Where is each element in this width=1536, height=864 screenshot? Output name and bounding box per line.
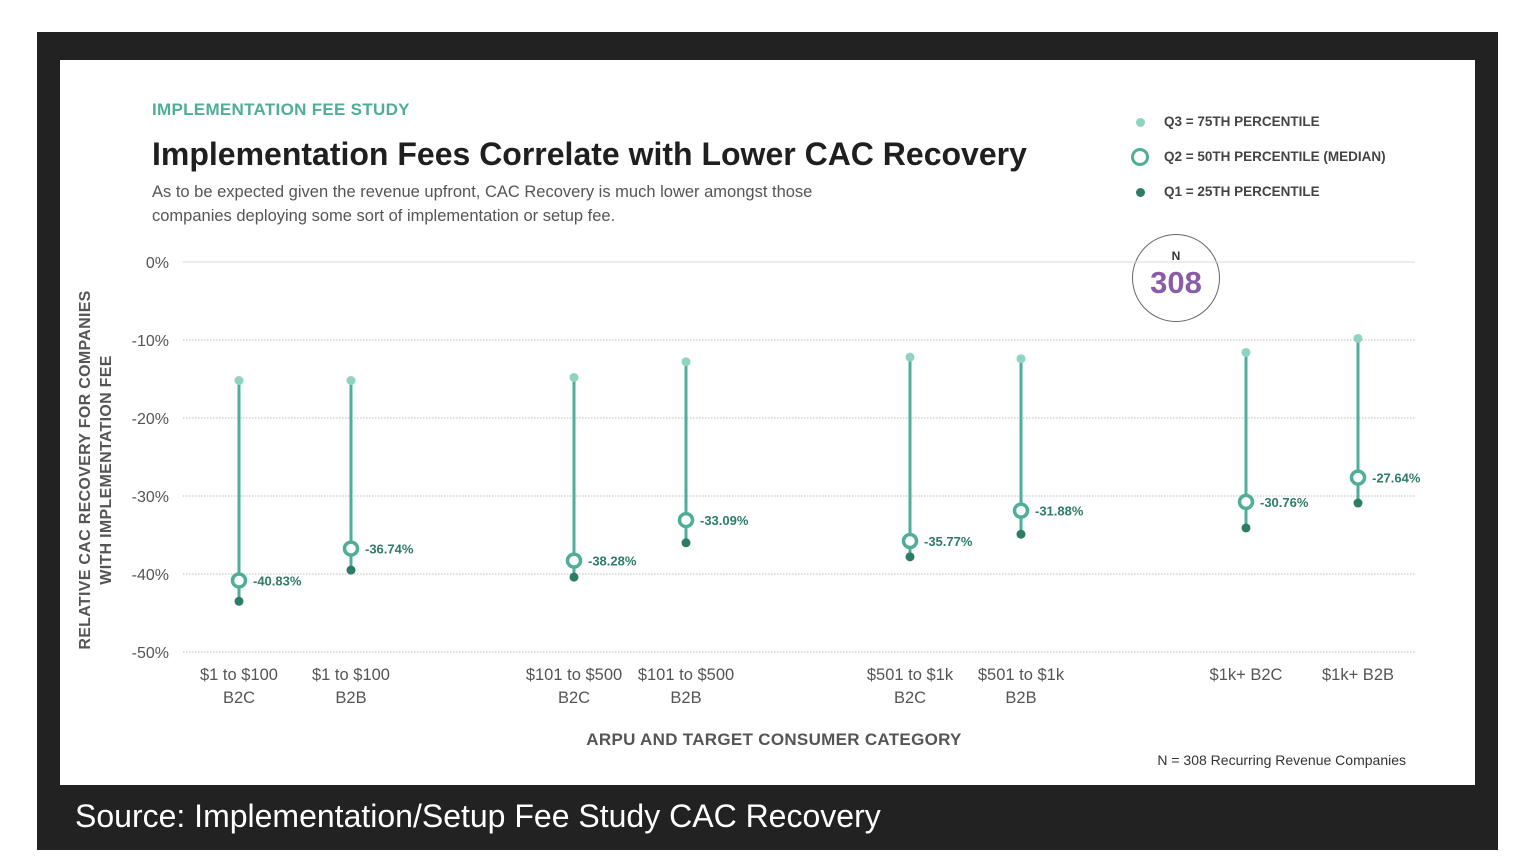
q3-point [905,352,915,362]
median-value-label: -40.83% [253,573,302,588]
x-category-label: $101 to $500 [638,666,734,684]
median-value-label: -36.74% [365,542,414,557]
q1-point [569,572,579,582]
q1-point [905,552,915,562]
legend-item-q1: Q1 = 25TH PERCENTILE [1128,174,1386,209]
q3-point [569,372,579,382]
y-tick-label: 0% [146,255,169,272]
q3-point [1353,333,1363,343]
x-category-sublabel: B2B [670,689,701,707]
q3-point [1016,354,1026,364]
sample-size-label: N [1171,249,1181,263]
legend: Q3 = 75TH PERCENTILE Q2 = 50TH PERCENTIL… [1128,104,1386,209]
sample-size-value: 308 [1150,265,1202,300]
x-category-label: $501 to $1k [978,666,1065,684]
median-point [230,572,248,589]
median-point [342,540,360,557]
median-point [677,511,695,529]
q1-point [234,596,244,606]
chart-title: Implementation Fees Correlate with Lower… [152,136,1027,172]
y-tick-label: -40% [132,567,169,584]
q3-point [346,376,356,386]
y-tick-label: -30% [132,489,169,506]
median-point [901,532,919,550]
legend-item-q3: Q3 = 75TH PERCENTILE [1128,104,1386,139]
legend-label-q1: Q1 = 25TH PERCENTILE [1164,184,1320,199]
y-tick-label: -50% [132,645,169,662]
legend-label-q2: Q2 = 50TH PERCENTILE (MEDIAN) [1164,149,1386,164]
y-axis-label: RELATIVE CAC RECOVERY FOR COMPANIES WITH… [77,290,115,650]
q1-marker-icon [1128,183,1152,201]
chart-card [60,60,1475,785]
q1-point [1016,529,1026,539]
q2-marker-icon [1128,147,1152,166]
q3-point [234,376,244,386]
median-value-label: -33.09% [700,513,749,528]
q1-point [1241,523,1251,533]
median-point [1012,502,1030,519]
q3-point [1241,347,1251,357]
median-value-label: -31.88% [1035,504,1084,519]
x-category-sublabel: B2C [558,689,590,707]
x-axis-label: ARPU AND TARGET CONSUMER CATEGORY [586,730,962,749]
x-category-label: $1k+ B2B [1322,666,1394,684]
q1-point [346,565,356,575]
study-kicker: IMPLEMENTATION FEE STUDY [152,100,410,119]
y-tick-label: -20% [132,411,169,428]
legend-label-q3: Q3 = 75TH PERCENTILE [1164,114,1320,129]
x-category-label: $101 to $500 [526,666,622,684]
chart-subtitle: As to be expected given the revenue upfr… [152,183,813,225]
footnote: N = 308 Recurring Revenue Companies [1157,752,1406,768]
median-value-label: -27.64% [1372,471,1421,486]
q1-point [1353,498,1363,508]
median-value-label: -38.28% [588,554,637,569]
x-category-sublabel: B2C [223,689,255,707]
median-value-label: -35.77% [924,534,973,549]
y-tick-label: -10% [132,333,169,350]
x-category-label: $1 to $100 [312,666,390,684]
x-category-sublabel: B2B [1005,689,1036,707]
median-point [1237,493,1255,511]
q3-point [681,357,691,367]
median-point [565,552,583,569]
x-category-sublabel: B2C [894,689,926,707]
legend-item-q2: Q2 = 50TH PERCENTILE (MEDIAN) [1128,139,1386,174]
source-caption: Source: Implementation/Setup Fee Study C… [75,798,881,834]
median-value-label: -30.76% [1260,495,1309,510]
x-category-label: $501 to $1k [867,666,954,684]
q3-marker-icon [1128,113,1152,131]
median-point [1349,469,1367,486]
x-category-label: $1k+ B2C [1210,666,1283,684]
x-category-sublabel: B2B [335,689,366,707]
q1-point [681,538,691,548]
x-category-label: $1 to $100 [200,666,278,684]
sample-size-badge: N 308 [1132,234,1220,322]
